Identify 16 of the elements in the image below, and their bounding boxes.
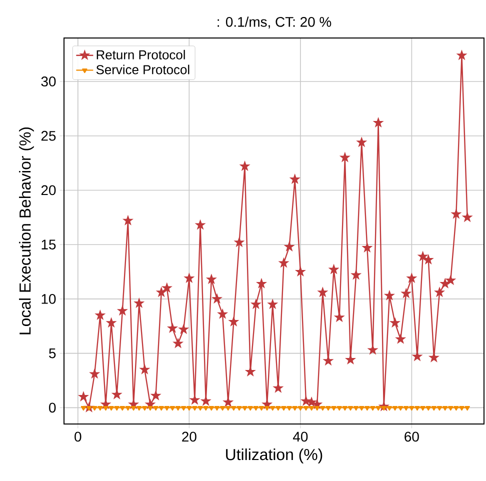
y-tick-label: 30 bbox=[41, 76, 56, 86]
y-axis-title: Local Execution Behavior (%) bbox=[19, 127, 34, 334]
x-axis-title: Utilization (%) bbox=[226, 448, 322, 464]
y-tick-label: 5 bbox=[49, 348, 56, 358]
legend-label: Service Protocol bbox=[96, 64, 190, 74]
x-tick-label: 20 bbox=[182, 432, 196, 442]
y-tick-label: 0 bbox=[49, 402, 56, 413]
legend-label: Return Protocol bbox=[96, 50, 185, 60]
x-tick-label: 60 bbox=[404, 432, 419, 442]
y-tick-label: 25 bbox=[41, 130, 56, 141]
y-tick-label: 15 bbox=[42, 240, 56, 250]
x-tick-label: 40 bbox=[292, 432, 308, 442]
chart-title: : 0.1/ms, CT: 20 % bbox=[218, 16, 332, 28]
x-tick-label: 0 bbox=[74, 432, 82, 442]
y-tick-label: 20 bbox=[41, 185, 56, 196]
y-tick-label: 10 bbox=[42, 294, 56, 304]
